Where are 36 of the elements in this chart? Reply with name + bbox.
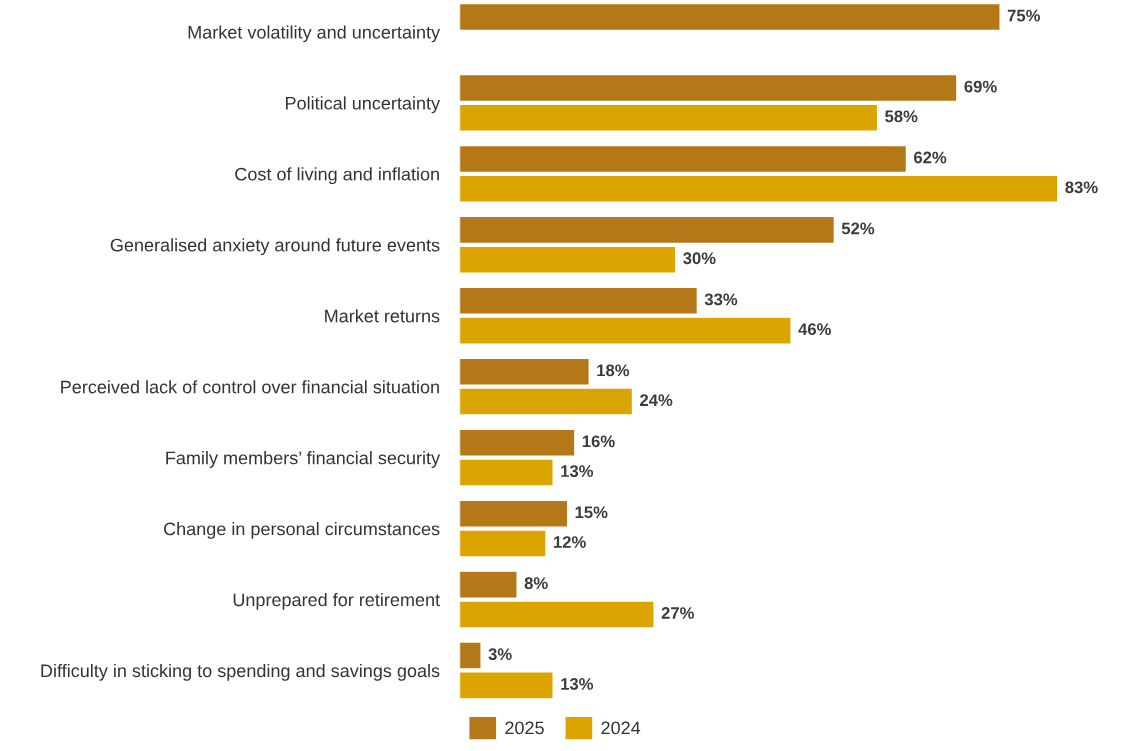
data-label: 75% — [1007, 9, 1041, 22]
y-tick-label: Generalised anxiety around future events — [110, 238, 440, 256]
bar — [459, 144, 908, 174]
bar — [459, 73, 958, 103]
data-label: 69% — [964, 80, 997, 93]
y-tick-label: Unprepared for retirement — [233, 592, 440, 610]
data-label: 30% — [683, 252, 716, 265]
data-label: 83% — [1065, 181, 1098, 194]
y-tick-label: Change in personal circumstances — [164, 522, 440, 539]
y-tick-label: Perceived lack of control over financial situation — [61, 380, 439, 394]
data-label: 52% — [841, 222, 875, 235]
data-label: 16% — [582, 435, 615, 448]
data-label: 3% — [488, 648, 512, 661]
data-label: 15% — [575, 506, 608, 519]
bar — [459, 174, 1059, 203]
y-tick-label: Market volatility and uncertainty — [188, 25, 441, 43]
legend-label: 2025 — [505, 721, 544, 735]
data-label: 58% — [885, 110, 918, 123]
data-label: 12% — [554, 536, 586, 548]
data-label: 62% — [913, 151, 947, 164]
y-tick-label: Difficulty in sticking to spending and savings goals — [41, 663, 440, 681]
bar — [459, 2, 1001, 32]
data-label: 13% — [561, 465, 594, 478]
data-label: 18% — [597, 364, 630, 377]
data-label: 46% — [798, 323, 831, 336]
y-tick-label: Market returns — [325, 309, 440, 323]
data-label: 27% — [661, 607, 694, 619]
data-label: 13% — [561, 678, 594, 690]
data-label: 24% — [640, 394, 673, 407]
y-tick-label: Family members’ financial security — [166, 451, 441, 468]
legend-label: 2024 — [601, 721, 641, 735]
y-tick-label: Cost of living and inflation — [235, 167, 439, 185]
y-tick-label: Political uncertainty — [285, 96, 441, 114]
data-label: 8% — [524, 577, 548, 590]
data-label: 33% — [704, 293, 738, 306]
bar — [459, 103, 879, 132]
